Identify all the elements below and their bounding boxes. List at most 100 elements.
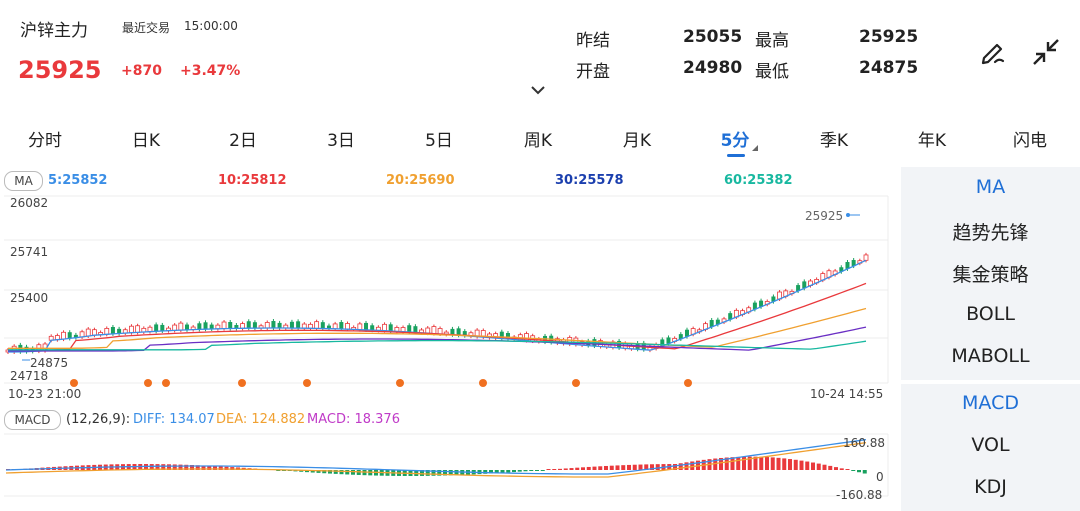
macd-bar [719, 457, 723, 470]
candle [413, 326, 418, 333]
candle [370, 325, 375, 331]
macd-bar [213, 466, 217, 470]
ma-indicator-chip[interactable]: MA [4, 171, 43, 191]
macd-bar [489, 470, 493, 474]
candle [660, 339, 665, 347]
macd-bar [540, 470, 545, 471]
candle [425, 327, 431, 334]
macd-bar [328, 470, 332, 474]
macd-bar [805, 461, 810, 470]
candle [326, 325, 331, 329]
macd-bar [420, 470, 424, 476]
macd-bar [655, 464, 660, 470]
signal-marker [162, 379, 170, 387]
macd-bar [765, 457, 769, 470]
signal-marker [396, 379, 404, 387]
indicator-kdj[interactable]: KDJ [974, 476, 1007, 498]
chevron-down-icon[interactable] [530, 84, 546, 96]
macd-bar [425, 470, 430, 476]
macd-axis-bottom: -160.88 [836, 488, 883, 502]
macd-bar [753, 456, 758, 470]
tab-flash[interactable]: 闪电 [1013, 131, 1047, 151]
macd-bar [523, 470, 528, 472]
macd-bar [638, 464, 643, 470]
tab-yearly-k[interactable]: 年K [917, 131, 947, 151]
indicator-ma[interactable]: MA [975, 176, 1006, 198]
macd-bar [604, 465, 608, 470]
macd-bar [609, 465, 614, 470]
candle [172, 324, 178, 331]
macd-bar [506, 470, 511, 473]
candle [715, 319, 720, 325]
candle [851, 260, 856, 267]
indicator-trend-pioneer[interactable]: 趋势先锋 [952, 222, 1029, 244]
candle [67, 332, 72, 339]
indicator-boll[interactable]: BOLL [966, 303, 1015, 325]
candle [759, 300, 764, 307]
candle [839, 267, 844, 272]
macd-bar [322, 470, 327, 474]
macd-bar [759, 456, 764, 470]
macd-bar [155, 464, 160, 470]
macd-bar [615, 465, 620, 470]
candle [388, 324, 393, 332]
macd-dea-value: DEA: 124.882 [216, 412, 306, 427]
macd-bar [736, 456, 741, 470]
macd-bar [448, 470, 453, 476]
macd-bar [598, 466, 603, 470]
candle [264, 322, 270, 329]
draw-pen-icon[interactable] [978, 36, 1008, 66]
moving-average-line [8, 326, 867, 352]
collapse-icon[interactable] [1030, 36, 1062, 68]
indicator-macd[interactable]: MACD [962, 392, 1019, 414]
macd-bar [644, 464, 649, 470]
macd-axis-top: 160.88 [843, 436, 885, 450]
price-axis-3: 25400 [10, 291, 49, 305]
signal-marker [144, 379, 152, 387]
tab-fenshi[interactable]: 分时 [28, 131, 62, 151]
macd-chart[interactable] [0, 430, 900, 511]
macd-indicator-chip[interactable]: MACD [4, 410, 61, 430]
candle [104, 328, 110, 335]
candle [407, 325, 412, 333]
open-label: 开盘 [576, 62, 610, 82]
tab-monthly-k[interactable]: 月K [622, 131, 652, 151]
candle [450, 328, 455, 335]
candle [345, 323, 350, 330]
tab-5min[interactable]: 5分 [720, 131, 750, 151]
macd-bar [316, 470, 321, 473]
macd-bar [178, 464, 183, 470]
candle [160, 324, 165, 331]
indicator-vol[interactable]: VOL [971, 434, 1010, 456]
min-price-label: 24875 [30, 356, 69, 370]
macd-bar [546, 469, 551, 470]
macd-bar [632, 464, 637, 470]
macd-bar [857, 470, 861, 473]
kline-chart[interactable] [0, 190, 900, 390]
tab-2day[interactable]: 2日 [229, 131, 257, 151]
macd-bar [431, 470, 436, 476]
last-price: 25925 [18, 56, 102, 84]
tab-quarterly-k[interactable]: 季K [819, 131, 849, 151]
macd-diff-value: DIFF: 134.07 [133, 412, 215, 427]
tab-daily-k[interactable]: 日K [131, 131, 161, 151]
moving-average-line [8, 307, 867, 349]
signal-marker [684, 379, 692, 387]
macd-bar [167, 464, 171, 470]
macd-bar [678, 463, 683, 470]
macd-bar [529, 470, 534, 471]
macd-bar [207, 465, 212, 470]
tab-5day[interactable]: 5日 [425, 131, 453, 151]
macd-bar [483, 470, 488, 474]
period-menu-caret-icon[interactable] [752, 145, 758, 151]
candle [221, 321, 227, 330]
candle [863, 254, 869, 261]
indicator-gold-strategy[interactable]: 集金策略 [952, 264, 1029, 286]
candle [678, 334, 683, 340]
macd-bar [517, 470, 522, 472]
price-axis-2: 25741 [10, 245, 49, 259]
tab-3day[interactable]: 3日 [327, 131, 355, 151]
indicator-maboll[interactable]: MABOLL [951, 345, 1030, 367]
instrument-title: 沪锌主力 [20, 21, 88, 41]
tab-weekly-k[interactable]: 周K [523, 131, 553, 151]
